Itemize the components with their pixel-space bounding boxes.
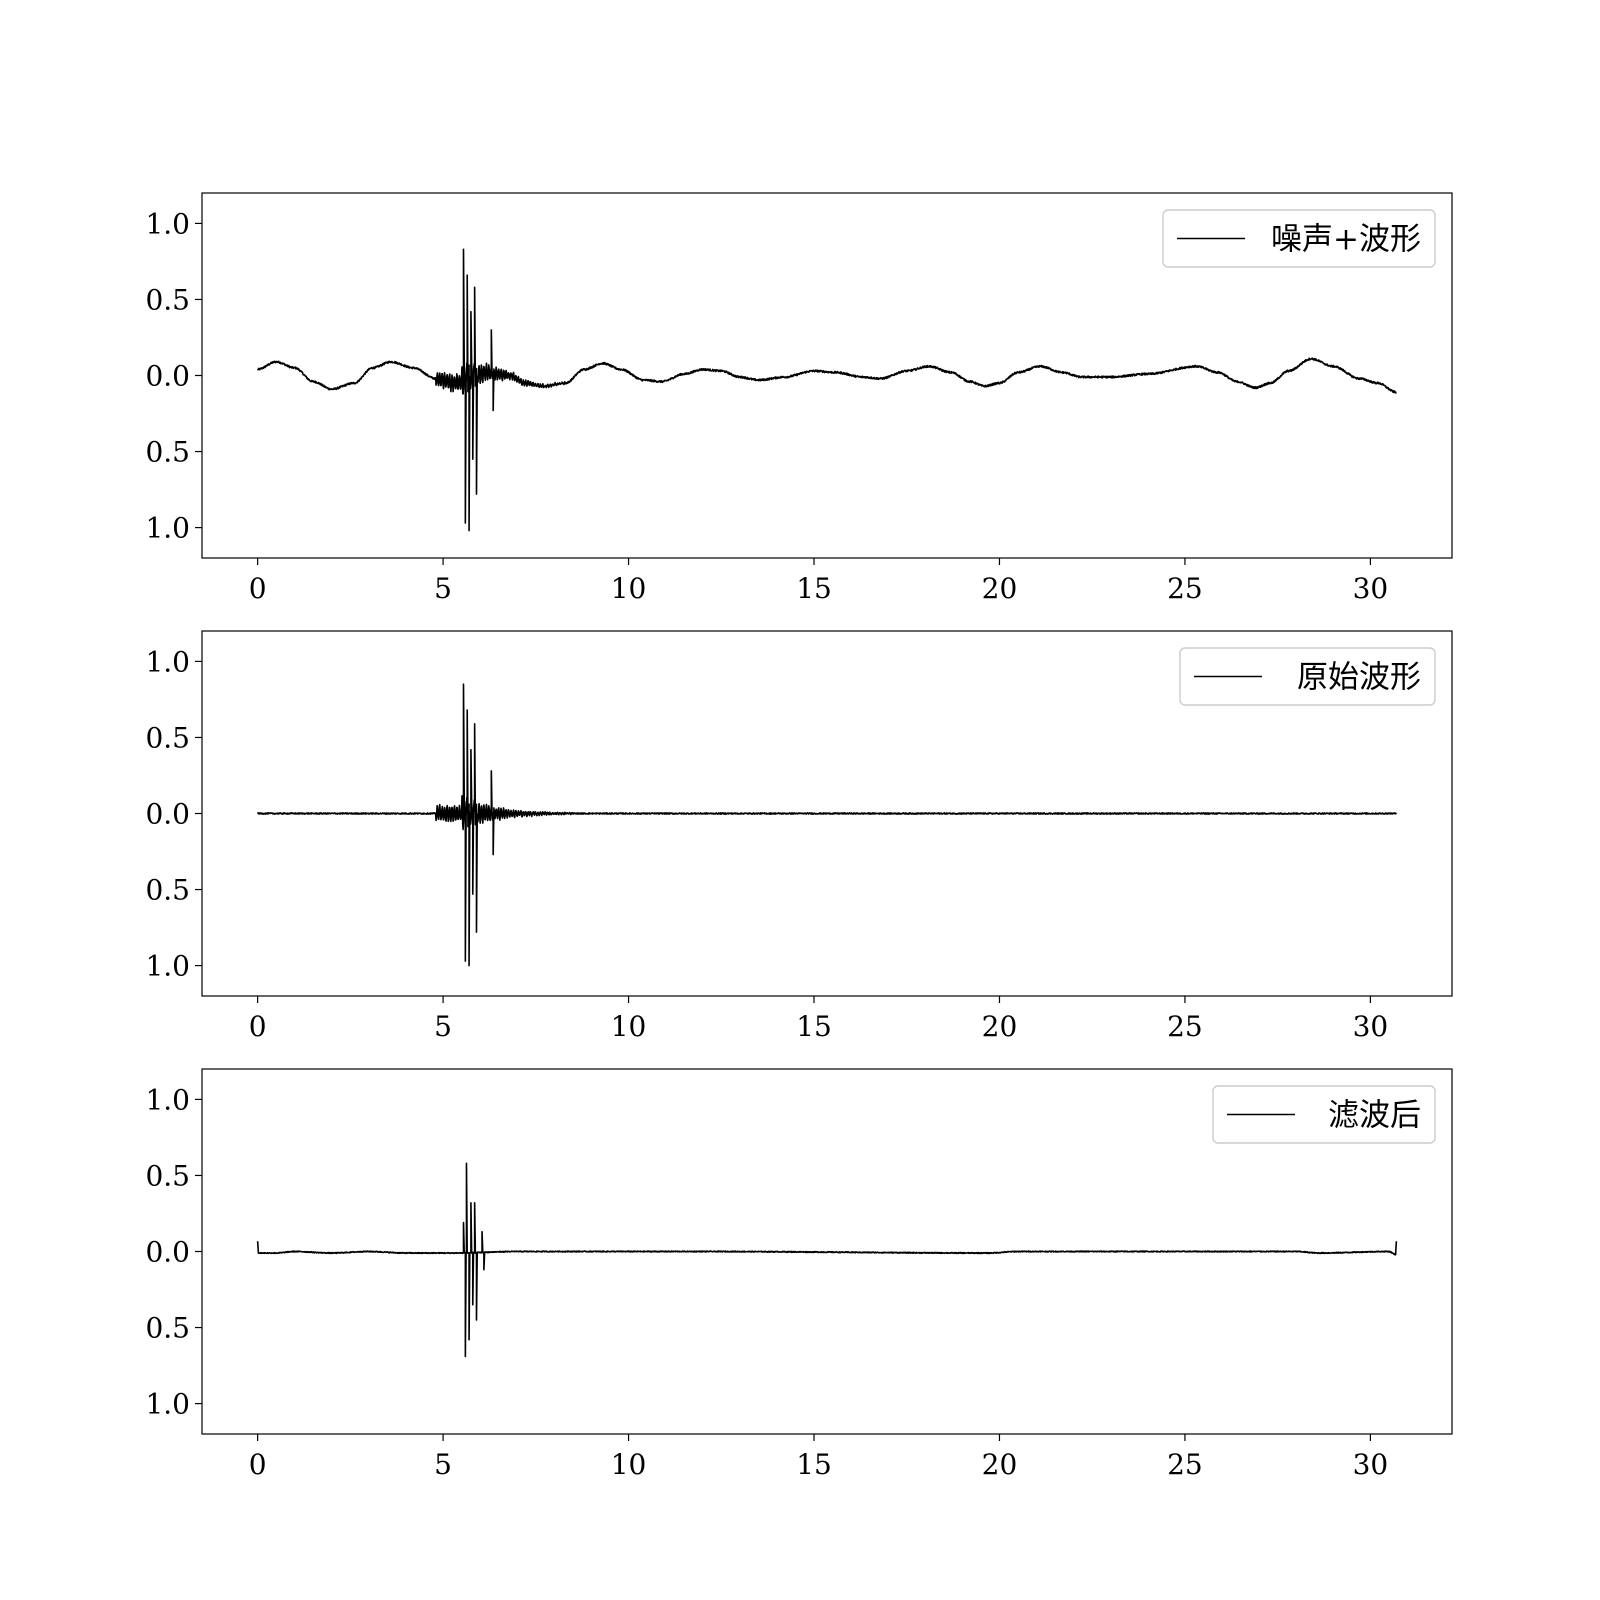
x-tick-label: 25	[1167, 1010, 1203, 1043]
y-tick-label: 1.0	[145, 645, 190, 678]
y-tick-label: 0.0	[145, 798, 190, 831]
subplot-original-waveform: 0 5 10 15 20 25 30 1.0 0.5 0.0 0.5 1.0 原始波形	[145, 630, 1453, 1043]
y-tick-label: 1.0	[145, 1083, 190, 1116]
series-line	[256, 683, 1398, 967]
x-tick-label: 25	[1167, 572, 1203, 605]
y-tick-label: 1.0	[145, 1388, 190, 1421]
x-tick-label: 30	[1353, 1448, 1389, 1481]
x-tick-label: 30	[1353, 1010, 1389, 1043]
x-tick-label: 0	[249, 1010, 267, 1043]
y-tick-label: 1.0	[145, 512, 190, 545]
legend: 原始波形	[1179, 647, 1436, 706]
x-tick-label: 20	[982, 572, 1018, 605]
x-tick-label: 5	[434, 1010, 452, 1043]
subplot-noisy-waveform: 0 5 10 15 20 25 30 1.0 0.5 0.0 0.5 1.0 噪声+波形	[145, 192, 1453, 605]
legend-label: 滤波后	[1328, 1098, 1421, 1134]
x-tick-label: 0	[249, 572, 267, 605]
x-tick-label: 10	[611, 1010, 647, 1043]
y-tick-label: 0.5	[145, 283, 190, 316]
legend: 滤波后	[1212, 1085, 1436, 1144]
legend-label: 原始波形	[1297, 660, 1421, 696]
x-tick-label: 15	[796, 1010, 832, 1043]
y-tick-label: 0.5	[145, 874, 190, 907]
y-tick-label: 1.0	[145, 950, 190, 983]
x-tick-label: 25	[1167, 1448, 1203, 1481]
x-tick-label: 20	[982, 1448, 1018, 1481]
x-tick-label: 10	[611, 572, 647, 605]
y-tick-label: 1.0	[145, 207, 190, 240]
series-line	[256, 248, 1397, 532]
series-line	[256, 1162, 1398, 1358]
y-tick-label: 0.0	[145, 1236, 190, 1269]
legend: 噪声+波形	[1162, 209, 1436, 268]
x-tick-label: 0	[249, 1448, 267, 1481]
x-tick-label: 5	[434, 1448, 452, 1481]
y-tick-label: 0.5	[145, 721, 190, 754]
x-tick-label: 20	[982, 1010, 1018, 1043]
x-tick-label: 15	[796, 572, 832, 605]
x-tick-label: 5	[434, 572, 452, 605]
x-tick-label: 30	[1353, 572, 1389, 605]
y-tick-label: 0.5	[145, 1159, 190, 1192]
x-tick-label: 15	[796, 1448, 832, 1481]
y-tick-label: 0.5	[145, 1312, 190, 1345]
y-tick-label: 0.5	[145, 436, 190, 469]
legend-label: 噪声+波形	[1271, 222, 1421, 258]
subplot-filtered-waveform: 0 5 10 15 20 25 30 1.0 0.5 0.0 0.5 1.0 滤波后	[145, 1068, 1453, 1481]
y-tick-label: 0.0	[145, 360, 190, 393]
x-tick-label: 10	[611, 1448, 647, 1481]
